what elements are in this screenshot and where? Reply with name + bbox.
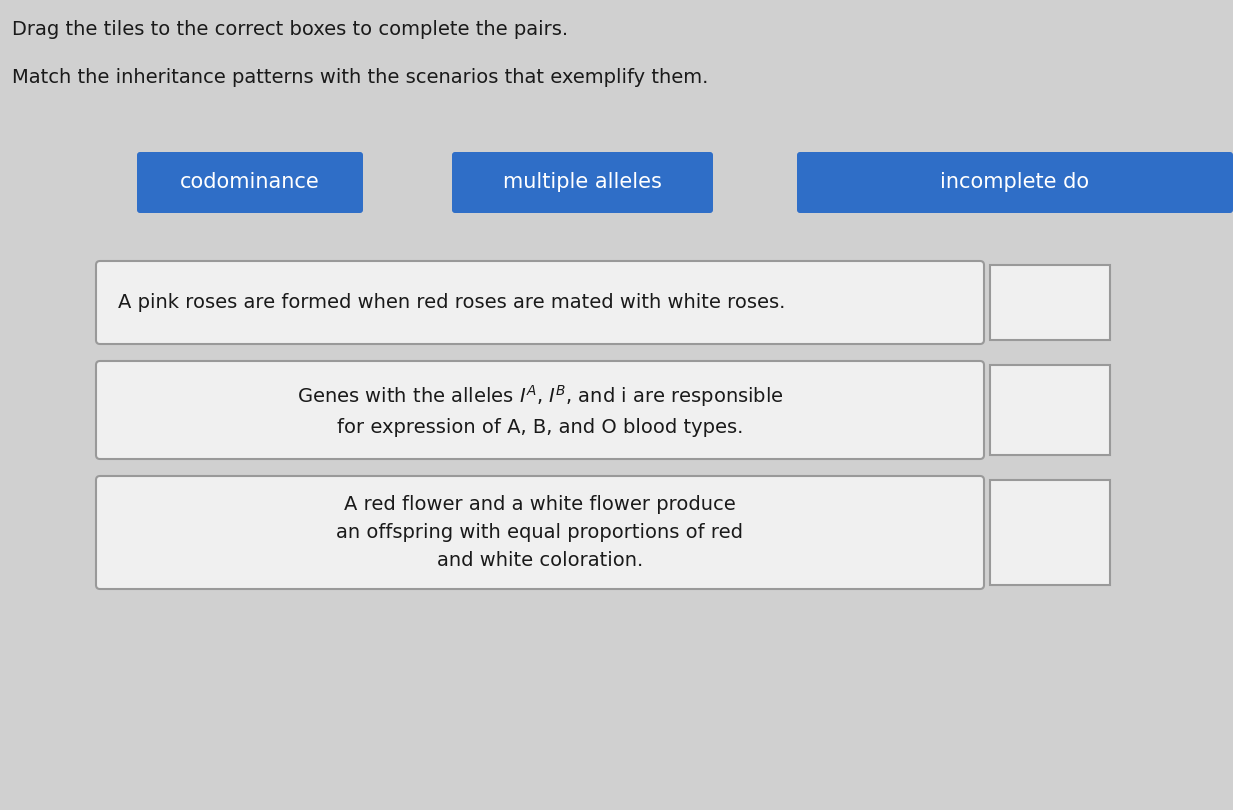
Text: A pink roses are formed when red roses are mated with white roses.: A pink roses are formed when red roses a… bbox=[118, 293, 785, 312]
Text: multiple alleles: multiple alleles bbox=[503, 173, 662, 193]
FancyBboxPatch shape bbox=[137, 152, 363, 213]
FancyBboxPatch shape bbox=[990, 480, 1110, 585]
FancyBboxPatch shape bbox=[96, 361, 984, 459]
FancyBboxPatch shape bbox=[990, 265, 1110, 340]
Text: Match the inheritance patterns with the scenarios that exemplify them.: Match the inheritance patterns with the … bbox=[12, 68, 709, 87]
Text: incomplete do: incomplete do bbox=[941, 173, 1090, 193]
FancyBboxPatch shape bbox=[96, 476, 984, 589]
Text: A red flower and a white flower produce
an offspring with equal proportions of r: A red flower and a white flower produce … bbox=[337, 495, 743, 570]
FancyBboxPatch shape bbox=[96, 261, 984, 344]
FancyBboxPatch shape bbox=[990, 365, 1110, 455]
Text: codominance: codominance bbox=[180, 173, 319, 193]
Text: Genes with the alleles $I^A$, $I^B$, and i are responsible
for expression of A, : Genes with the alleles $I^A$, $I^B$, and… bbox=[297, 383, 783, 437]
FancyBboxPatch shape bbox=[797, 152, 1233, 213]
FancyBboxPatch shape bbox=[453, 152, 713, 213]
Text: Drag the tiles to the correct boxes to complete the pairs.: Drag the tiles to the correct boxes to c… bbox=[12, 20, 568, 39]
